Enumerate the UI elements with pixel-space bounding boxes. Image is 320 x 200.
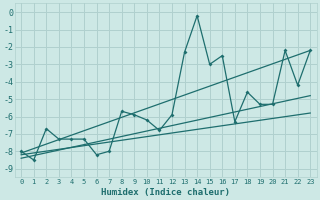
X-axis label: Humidex (Indice chaleur): Humidex (Indice chaleur) bbox=[101, 188, 230, 197]
